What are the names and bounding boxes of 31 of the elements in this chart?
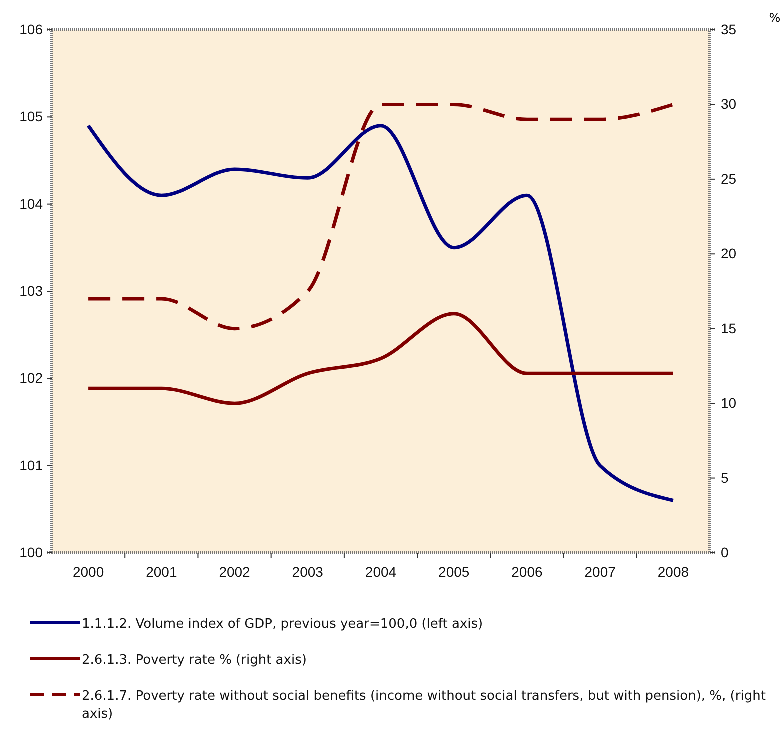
x-tick-label: 2007 (584, 564, 616, 580)
x-tick-label: 2002 (219, 564, 251, 580)
y-tick-label: 101 (20, 457, 44, 474)
y-tick-label: 100 (20, 544, 44, 560)
y2-tick-label: 25 (721, 170, 737, 187)
line-series (86, 102, 676, 331)
y2-tick-label: 30 (721, 96, 737, 112)
legend-label: 1.1.1.2. Volume index of GDP, previous year=100,0 (left axis) (82, 617, 484, 632)
y2-tick-label: 20 (721, 246, 737, 262)
line-series (86, 124, 676, 502)
x-tick-label: 2008 (658, 564, 690, 580)
y-tick-label: 105 (20, 108, 44, 125)
legend-label: 2.6.1.7. Poverty rate without social benefits (income without social transfers, but with pension), %, (right axis) (82, 689, 766, 722)
x-tick-label: 2005 (438, 564, 470, 580)
y2-tick-label: 0 (721, 544, 729, 560)
x-tick-label: 2003 (292, 564, 324, 580)
x-tick-label: 2001 (146, 564, 178, 580)
y2-tick-label: 5 (721, 470, 729, 486)
y2-tick-label: 10 (721, 395, 737, 412)
y-tick-label: 103 (20, 282, 44, 299)
y2-axis-title: % (769, 11, 781, 25)
legend-label: 2.6.1.3. Poverty rate % (right axis) (82, 653, 307, 668)
x-tick-label: 2004 (365, 564, 397, 580)
y2-tick-label: 35 (721, 21, 737, 38)
y-tick-label: 104 (20, 196, 44, 212)
y2-tick-label: 15 (721, 320, 737, 336)
y-tick-label: 102 (20, 370, 44, 386)
line-series (86, 312, 676, 406)
y-tick-label: 106 (20, 21, 44, 38)
x-tick-label: 2006 (512, 564, 544, 580)
x-tick-label: 2000 (72, 564, 104, 580)
